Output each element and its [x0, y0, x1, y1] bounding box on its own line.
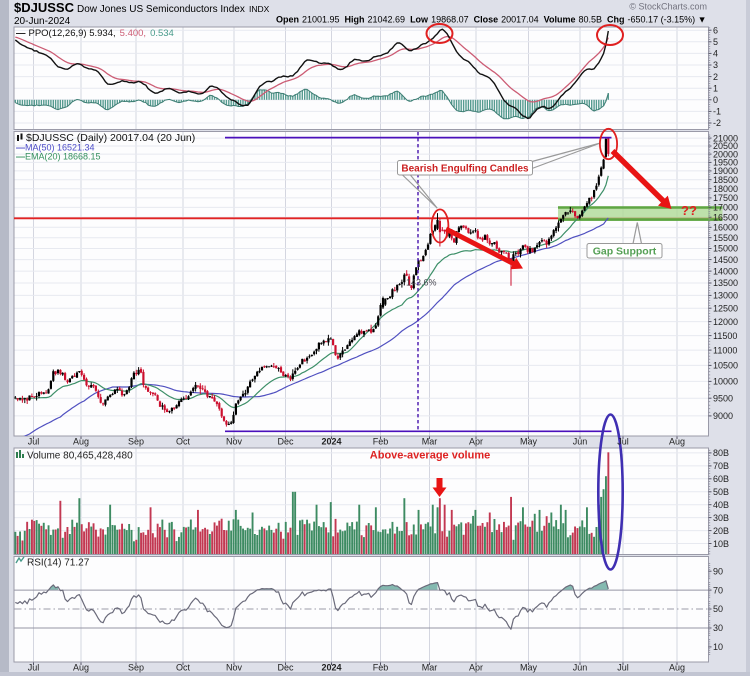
svg-text:© StockCharts.com: © StockCharts.com — [629, 2, 707, 12]
svg-text:Oct: Oct — [176, 437, 191, 447]
svg-text:30: 30 — [713, 623, 723, 633]
svg-text:Jun: Jun — [573, 437, 588, 447]
svg-text:1: 1 — [713, 83, 718, 93]
svg-text:3: 3 — [713, 60, 718, 70]
svg-text:15500: 15500 — [713, 233, 738, 243]
svg-text:Jun: Jun — [573, 663, 588, 673]
svg-text:40B: 40B — [713, 500, 729, 510]
svg-text:18500: 18500 — [713, 175, 738, 185]
svg-text:17500: 17500 — [713, 193, 738, 203]
svg-text:Jul: Jul — [28, 663, 40, 673]
svg-text:Gap Support: Gap Support — [593, 246, 657, 258]
svg-text:21000: 21000 — [713, 133, 738, 143]
svg-text:5: 5 — [713, 37, 718, 47]
svg-text:20000: 20000 — [713, 149, 738, 159]
svg-text:16500: 16500 — [713, 212, 738, 222]
svg-text:Aug: Aug — [73, 437, 89, 447]
svg-text:15000: 15000 — [713, 244, 738, 254]
svg-text:Above-average volume: Above-average volume — [370, 450, 490, 462]
svg-text:Aug: Aug — [73, 663, 89, 673]
svg-text:11500: 11500 — [713, 331, 737, 341]
svg-text:Nov: Nov — [226, 663, 243, 673]
svg-text:—MA(50) 16521.34: —MA(50) 16521.34 — [16, 143, 95, 153]
svg-text:10500: 10500 — [713, 361, 738, 371]
svg-text:60B: 60B — [713, 474, 729, 484]
svg-text:20-Jun-2024: 20-Jun-2024 — [14, 16, 71, 27]
svg-text:9000: 9000 — [713, 411, 733, 421]
svg-text:13000: 13000 — [713, 291, 738, 301]
svg-text:18000: 18000 — [713, 184, 738, 194]
svg-text:Dec: Dec — [277, 437, 294, 447]
svg-text:Jul: Jul — [617, 663, 629, 673]
svg-text:30B: 30B — [713, 513, 729, 523]
svg-text:14000: 14000 — [713, 266, 738, 276]
svg-text:80B: 80B — [713, 448, 729, 458]
svg-text:Feb: Feb — [373, 437, 389, 447]
svg-text:70B: 70B — [713, 461, 729, 471]
svg-text:Aug: Aug — [669, 437, 685, 447]
svg-text:Apr: Apr — [469, 663, 483, 673]
svg-text:20B: 20B — [713, 526, 729, 536]
svg-text:90: 90 — [713, 566, 723, 576]
svg-text:6: 6 — [713, 25, 718, 35]
svg-text:50: 50 — [713, 604, 723, 614]
svg-text:Aug: Aug — [669, 663, 685, 673]
svg-text:Jul: Jul — [617, 437, 629, 447]
svg-text:Feb: Feb — [373, 663, 389, 673]
svg-text:19000: 19000 — [713, 166, 738, 176]
svg-text:143.6%: 143.6% — [406, 278, 437, 288]
svg-text:May: May — [520, 437, 538, 447]
svg-text:Mar: Mar — [422, 437, 438, 447]
svg-text:-2: -2 — [713, 118, 721, 128]
svg-text:Mar: Mar — [422, 663, 438, 673]
svg-text:Nov: Nov — [226, 437, 243, 447]
svg-text:12000: 12000 — [713, 317, 738, 327]
svg-text:INDX: INDX — [249, 4, 270, 14]
svg-text:—EMA(20) 18668.15: —EMA(20) 18668.15 — [16, 152, 101, 162]
svg-text:16000: 16000 — [713, 223, 738, 233]
svg-text:Apr: Apr — [469, 437, 483, 447]
svg-text:10000: 10000 — [713, 377, 738, 387]
svg-text:20500: 20500 — [713, 141, 738, 151]
svg-text:10: 10 — [713, 642, 723, 652]
svg-text:Bearish Engulfing Candles: Bearish Engulfing Candles — [401, 164, 529, 175]
svg-text:14500: 14500 — [713, 255, 738, 265]
svg-text:Volume 80,465,428,480: Volume 80,465,428,480 — [27, 451, 133, 462]
svg-text:17000: 17000 — [713, 203, 738, 213]
svg-text:Oct: Oct — [176, 663, 191, 673]
svg-text:Sep: Sep — [128, 437, 144, 447]
svg-text:11000: 11000 — [713, 345, 737, 355]
svg-text:-1: -1 — [713, 107, 721, 117]
svg-text:—PPO(12,26,9) 5.934,5.400,0.53: — PPO(12,26,9) 5.934, 5.400, 0.534 — [16, 28, 174, 39]
svg-text:9500: 9500 — [713, 393, 733, 403]
svg-text:13500: 13500 — [713, 278, 738, 288]
svg-text:10B: 10B — [713, 539, 729, 549]
svg-text:2024: 2024 — [321, 437, 341, 447]
svg-text:??: ?? — [681, 203, 697, 218]
svg-text:70: 70 — [713, 585, 723, 595]
svg-text:2: 2 — [713, 72, 718, 82]
svg-text:19500: 19500 — [713, 158, 738, 168]
svg-text:0: 0 — [713, 95, 718, 105]
svg-text:2024: 2024 — [321, 663, 341, 673]
svg-text:Jul: Jul — [28, 437, 40, 447]
svg-text:Sep: Sep — [128, 663, 144, 673]
svg-text:Dow Jones US Semiconductors In: Dow Jones US Semiconductors Index — [77, 4, 245, 15]
svg-text:May: May — [520, 663, 538, 673]
svg-text:50B: 50B — [713, 487, 729, 497]
svg-text:RSI(14) 71.27: RSI(14) 71.27 — [27, 558, 90, 569]
svg-text:Dec: Dec — [277, 663, 294, 673]
svg-text:$DJUSSC: $DJUSSC — [14, 0, 75, 15]
svg-text:$DJUSSC (Daily) 20017.04 (20 J: $DJUSSC (Daily) 20017.04 (20 Jun) — [26, 132, 195, 144]
svg-text:12500: 12500 — [713, 303, 738, 313]
svg-text:4: 4 — [713, 49, 718, 59]
